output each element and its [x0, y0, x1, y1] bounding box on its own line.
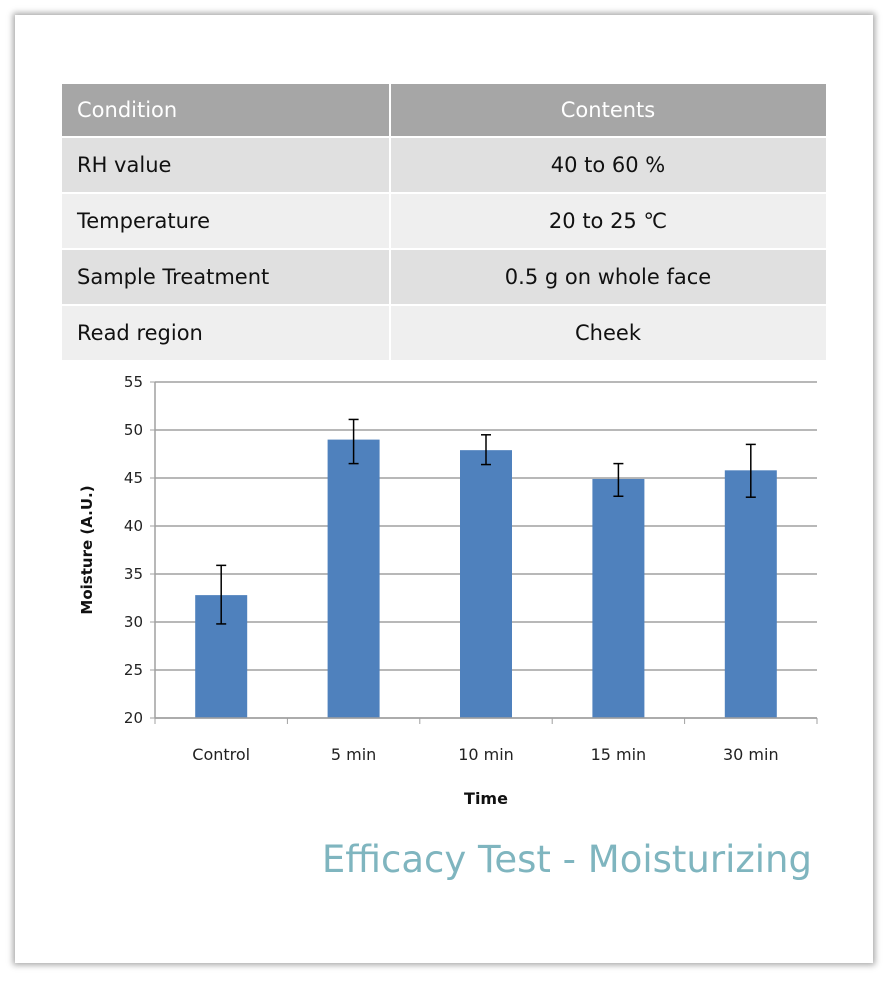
y-tick-label: 35 — [124, 565, 143, 583]
y-tick-label: 50 — [124, 421, 143, 439]
y-tick-label: 25 — [124, 661, 143, 679]
y-tick-label: 40 — [124, 517, 143, 535]
cell: Read region — [62, 304, 391, 360]
x-axis-label: Time — [464, 789, 508, 808]
table-header-row: Condition Contents — [62, 84, 828, 137]
cell: 0.5 g on whole face — [390, 248, 828, 305]
table-row: Read region Cheek — [62, 304, 828, 360]
x-tick-label: 30 min — [723, 745, 779, 764]
cell: Sample Treatment — [62, 248, 391, 305]
conditions-table: Condition Contents RH value 40 to 60 % Te… — [62, 84, 828, 360]
y-tick-label: 30 — [124, 613, 143, 631]
bar — [327, 439, 380, 718]
bar — [592, 478, 645, 718]
cell: Temperature — [62, 192, 391, 249]
y-tick-label: 45 — [124, 469, 143, 487]
header-contents: Contents — [390, 84, 828, 137]
x-tick-label: 15 min — [591, 745, 647, 764]
cell: RH value — [62, 136, 391, 193]
bar — [460, 450, 512, 718]
y-tick-label: 55 — [124, 373, 143, 391]
x-tick-label: Control — [192, 745, 250, 764]
y-axis-label: Moisture (A.U.) — [78, 485, 96, 614]
header-condition: Condition — [62, 84, 391, 137]
bar — [724, 470, 777, 718]
cell: 40 to 60 % — [390, 136, 828, 193]
table-row: Temperature 20 to 25 ℃ — [62, 192, 828, 249]
table-row: Sample Treatment 0.5 g on whole face — [62, 248, 828, 305]
caption-title: Efficacy Test - Moisturizing — [321, 838, 812, 881]
x-tick-label: 5 min — [331, 745, 376, 764]
y-tick-label: 20 — [124, 709, 143, 727]
cell: Cheek — [390, 304, 828, 360]
cell: 20 to 25 ℃ — [390, 192, 828, 249]
table-row: RH value 40 to 60 % — [62, 136, 828, 193]
x-tick-label: 10 min — [458, 745, 514, 764]
